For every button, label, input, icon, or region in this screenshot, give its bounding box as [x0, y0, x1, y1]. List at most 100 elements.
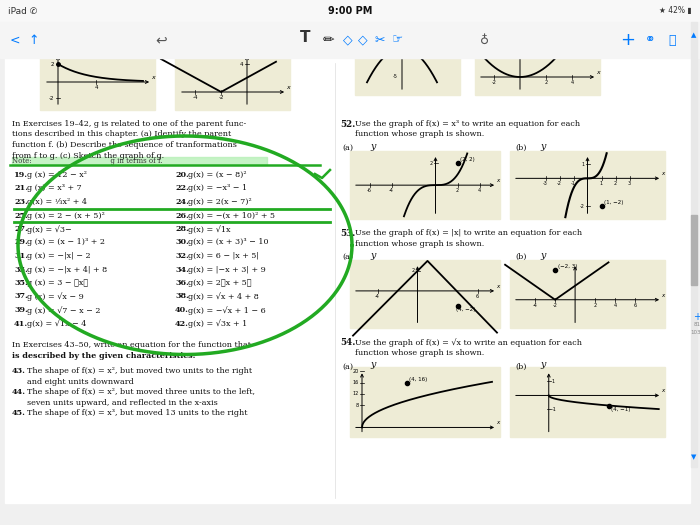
- Text: -1: -1: [386, 51, 391, 56]
- Text: g(x) = −(x + 10)² + 5: g(x) = −(x + 10)² + 5: [188, 212, 275, 219]
- Text: 43.: 43.: [12, 368, 26, 375]
- Text: g (x) = 2 − (x + 5)²: g (x) = 2 − (x + 5)²: [27, 212, 105, 219]
- Bar: [5, 58, 690, 503]
- Text: g (x) = 3 − ⟦x⟧: g (x) = 3 − ⟦x⟧: [27, 279, 88, 287]
- Text: 52.: 52.: [340, 120, 355, 129]
- Text: x: x: [496, 284, 499, 289]
- Text: ✏: ✏: [323, 33, 335, 47]
- Text: -2: -2: [553, 303, 557, 308]
- Text: x: x: [661, 293, 664, 298]
- Text: Use the graph of f(x) = √x to write an equation for each: Use the graph of f(x) = √x to write an e…: [355, 338, 582, 347]
- Text: function whose graph is shown.: function whose graph is shown.: [355, 239, 484, 248]
- Text: Note:                                   g in terms of f.: Note: g in terms of f.: [12, 157, 162, 165]
- Text: y: y: [370, 361, 375, 370]
- Text: 3: 3: [440, 51, 442, 56]
- Text: -3: -3: [543, 181, 548, 186]
- Text: 2: 2: [456, 188, 459, 193]
- Bar: [510, 151, 665, 219]
- Text: In Exercises 19–42, g is related to one of the parent func-: In Exercises 19–42, g is related to one …: [12, 120, 246, 128]
- Text: x: x: [496, 178, 499, 183]
- Text: iPad ✆: iPad ✆: [8, 6, 37, 16]
- Bar: [12, 157, 267, 165]
- Text: 29.: 29.: [14, 238, 28, 247]
- Bar: [691, 215, 697, 285]
- Text: +: +: [693, 312, 700, 322]
- Text: 1: 1: [600, 181, 603, 186]
- Text: -4: -4: [375, 294, 380, 299]
- Text: 23.: 23.: [14, 198, 28, 206]
- Text: -4: -4: [193, 95, 197, 100]
- Text: 8: 8: [356, 403, 359, 407]
- Text: (b): (b): [515, 253, 526, 261]
- Text: 6: 6: [634, 303, 637, 308]
- Text: -4: -4: [533, 303, 538, 308]
- Text: g(x) = −x³ − 1: g(x) = −x³ − 1: [188, 184, 247, 193]
- Text: g(x) = ⅓x² + 4: g(x) = ⅓x² + 4: [27, 198, 87, 206]
- Bar: [350, 368, 500, 437]
- Text: seven units upward, and reflected in the x-axis: seven units upward, and reflected in the…: [27, 399, 218, 407]
- Text: Use the graph of f(x) = x³ to write an equation for each: Use the graph of f(x) = x³ to write an e…: [355, 120, 580, 128]
- Text: 35.: 35.: [14, 279, 28, 287]
- Text: 54.: 54.: [340, 338, 356, 348]
- Text: (1, −2): (1, −2): [603, 201, 623, 205]
- Text: 41.: 41.: [14, 320, 28, 328]
- Text: -6: -6: [367, 188, 372, 193]
- Text: y: y: [540, 251, 545, 260]
- Text: (4, 16): (4, 16): [409, 376, 427, 382]
- Text: 3: 3: [628, 181, 631, 186]
- Text: -5: -5: [393, 74, 398, 79]
- Text: g(x) = √1x − 4: g(x) = √1x − 4: [27, 320, 86, 328]
- Text: g (x) = −|x| − 2: g (x) = −|x| − 2: [27, 252, 90, 260]
- Text: 22.: 22.: [175, 184, 189, 193]
- Text: 19.: 19.: [14, 171, 28, 179]
- Bar: [350, 260, 500, 328]
- Bar: [691, 22, 697, 467]
- Text: g(x) = √3−: g(x) = √3−: [27, 225, 71, 234]
- Text: ↑: ↑: [28, 34, 38, 47]
- Text: y: y: [370, 142, 375, 151]
- Text: 2: 2: [523, 52, 526, 58]
- Text: 12: 12: [353, 391, 359, 396]
- Text: 1: 1: [582, 162, 584, 167]
- Text: g (x) = 12 − x²: g (x) = 12 − x²: [27, 171, 87, 179]
- Bar: [510, 260, 665, 328]
- Text: x: x: [286, 85, 290, 90]
- Bar: [355, 40, 460, 95]
- Text: tions described in this chapter. (a) Identify the parent: tions described in this chapter. (a) Ide…: [12, 131, 231, 139]
- Text: -2: -2: [48, 96, 54, 100]
- Text: (a): (a): [342, 362, 353, 371]
- Text: is described by the given characteristics.: is described by the given characteristic…: [12, 352, 195, 360]
- Text: g(x) = √3x + 1: g(x) = √3x + 1: [188, 320, 247, 328]
- Text: function whose graph is shown.: function whose graph is shown.: [355, 131, 484, 139]
- Text: 42.: 42.: [175, 320, 189, 328]
- Bar: [0, 0, 700, 22]
- Text: 81: 81: [694, 322, 700, 328]
- Text: 28.: 28.: [175, 225, 189, 233]
- Text: (4, −1): (4, −1): [610, 406, 630, 412]
- Text: ⎕: ⎕: [668, 34, 676, 47]
- Text: g(x) = −√x + 1 − 6: g(x) = −√x + 1 − 6: [188, 306, 266, 314]
- Text: 20.: 20.: [175, 171, 189, 179]
- Text: ◇: ◇: [343, 34, 353, 47]
- Text: x: x: [496, 421, 499, 425]
- Bar: [475, 40, 600, 95]
- Text: -1: -1: [571, 181, 576, 186]
- Text: g (x) = √x − 9: g (x) = √x − 9: [27, 292, 84, 301]
- Text: g(x) = 6 − |x + 5|: g(x) = 6 − |x + 5|: [188, 252, 259, 260]
- Text: x: x: [456, 41, 460, 46]
- Text: 44.: 44.: [12, 388, 26, 396]
- Text: -2: -2: [374, 51, 379, 56]
- Bar: [510, 368, 665, 437]
- Text: -2: -2: [491, 80, 496, 85]
- Text: The shape of f(x) = x², but moved two units to the right: The shape of f(x) = x², but moved two un…: [27, 368, 252, 375]
- Text: 2: 2: [412, 268, 414, 274]
- Text: function f. (b) Describe the sequence of tranformations: function f. (b) Describe the sequence of…: [12, 141, 237, 149]
- Text: g(x) = 2⟦x + 5⟧: g(x) = 2⟦x + 5⟧: [188, 279, 251, 287]
- Text: 4: 4: [570, 80, 573, 85]
- Text: 1: 1: [414, 51, 416, 56]
- Text: 36.: 36.: [175, 279, 189, 287]
- Text: 1036: 1036: [690, 331, 700, 335]
- Text: g(x) = |−x + 3| + 9: g(x) = |−x + 3| + 9: [188, 266, 266, 274]
- Text: (4, −2): (4, −2): [456, 307, 475, 312]
- Text: g (x) = x³ + 7: g (x) = x³ + 7: [27, 184, 82, 193]
